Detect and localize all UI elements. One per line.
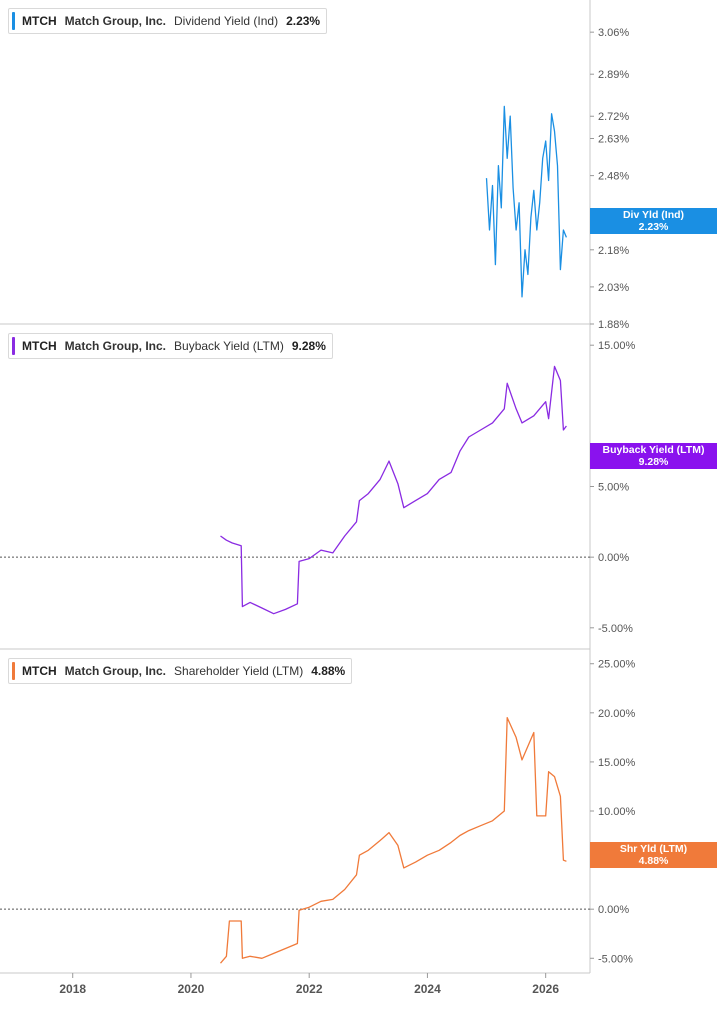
y-tick-label: 2.72% <box>598 111 629 123</box>
value-tag-label: Shr Yld (LTM) <box>619 843 688 855</box>
y-tick-label: 15.00% <box>598 757 636 769</box>
legend-metric: Dividend Yield (Ind) <box>174 14 279 28</box>
legend-swatch-buyback <box>12 337 15 355</box>
legend-shareholder-yield[interactable]: MTCH Match Group, Inc. Shareholder Yield… <box>8 658 353 684</box>
y-tick-label: 15.00% <box>598 340 636 352</box>
value-tag-buyback: Buyback Yield (LTM) 9.28% <box>590 443 717 469</box>
legend-buyback-yield[interactable]: MTCH Match Group, Inc. Buyback Yield (LT… <box>8 333 333 359</box>
legend-dividend-yield[interactable]: MTCH Match Group, Inc. Dividend Yield (I… <box>8 8 328 34</box>
x-tick-label: 2022 <box>296 982 323 996</box>
y-tick-label: 0.00% <box>598 552 629 564</box>
value-tag-label: Buyback Yield (LTM) <box>602 444 705 456</box>
y-tick-label: 25.00% <box>598 659 636 671</box>
x-tick-label: 2018 <box>59 982 86 996</box>
y-tick-label: 2.63% <box>598 134 629 146</box>
y-tick-label: 20.00% <box>598 708 636 720</box>
legend-company: Match Group, Inc. <box>64 339 167 353</box>
x-tick-label: 2026 <box>532 982 559 996</box>
legend-value: 2.23% <box>286 14 321 28</box>
x-tick-label: 2024 <box>414 982 441 996</box>
y-tick-label: 0.00% <box>598 904 629 916</box>
y-tick-label: 3.06% <box>598 27 629 39</box>
legend-swatch-shareholder <box>12 662 15 680</box>
y-tick-label: -5.00% <box>598 623 633 635</box>
y-tick-label: 2.03% <box>598 282 629 294</box>
value-tag-dividend: Div Yld (Ind) 2.23% <box>590 208 717 234</box>
legend-swatch-dividend <box>12 12 15 30</box>
y-tick-label: 2.18% <box>598 245 629 257</box>
series-line <box>485 105 568 298</box>
legend-metric: Buyback Yield (LTM) <box>174 339 284 353</box>
y-tick-label: 1.88% <box>598 319 629 331</box>
legend-company: Match Group, Inc. <box>64 664 167 678</box>
legend-ticker: MTCH <box>22 14 57 28</box>
value-tag-shareholder: Shr Yld (LTM) 4.88% <box>590 842 717 868</box>
legend-ticker: MTCH <box>22 664 57 678</box>
legend-ticker: MTCH <box>22 339 57 353</box>
y-tick-label: 2.89% <box>598 69 629 81</box>
legend-company: Match Group, Inc. <box>64 14 167 28</box>
x-tick-label: 2020 <box>178 982 205 996</box>
value-tag-label: Div Yld (Ind) <box>622 209 685 221</box>
y-tick-label: 2.48% <box>598 171 629 183</box>
y-tick-label: 5.00% <box>598 482 629 494</box>
legend-value: 9.28% <box>291 339 326 353</box>
y-tick-label: -5.00% <box>598 953 633 965</box>
legend-value: 4.88% <box>311 664 346 678</box>
value-tag-value: 9.28% <box>638 456 669 468</box>
legend-metric: Shareholder Yield (LTM) <box>174 664 304 678</box>
y-tick-label: 10.00% <box>598 806 636 818</box>
value-tag-value: 2.23% <box>638 221 669 233</box>
value-tag-value: 4.88% <box>638 855 669 867</box>
series-line <box>220 717 567 964</box>
series-line <box>220 365 567 615</box>
